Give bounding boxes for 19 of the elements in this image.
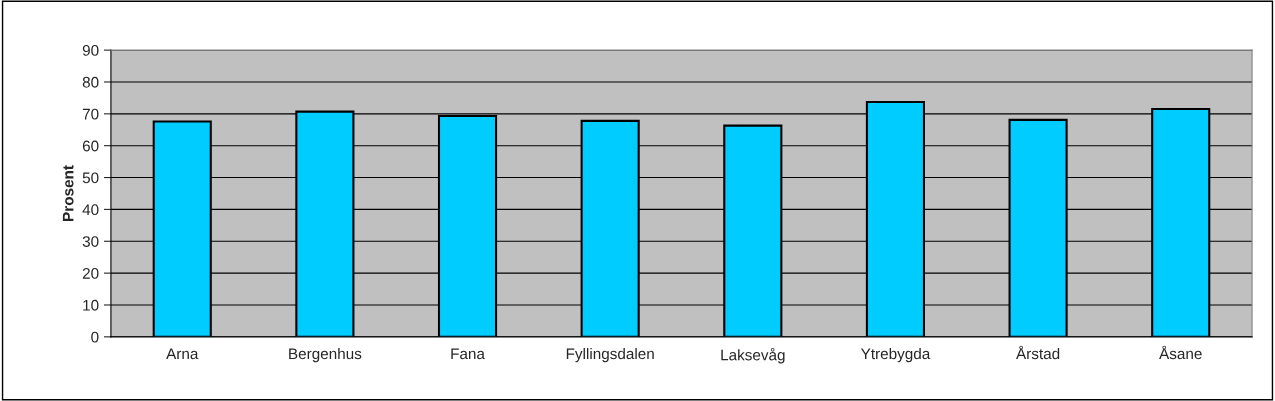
- x-tick-label: Fana: [451, 348, 485, 360]
- x-tick-label: Åsane: [1159, 345, 1202, 360]
- y-tick-label: 10: [83, 299, 99, 311]
- x-tick-label: Årstad: [1016, 345, 1060, 360]
- x-tick-label: Fyllingsdalen: [566, 347, 654, 363]
- y-tick-label: 80: [82, 76, 99, 88]
- x-tick-label: Arna: [166, 348, 199, 360]
- y-tick-label: 90: [82, 44, 99, 56]
- y-tick-label: 30: [82, 236, 99, 247]
- y-tick-label: 70: [82, 108, 99, 120]
- y-axis-title: Prosent: [62, 165, 74, 221]
- y-tick-label: 40: [82, 204, 99, 216]
- y-tick-label: 0: [91, 331, 99, 343]
- x-tick-label: Laksevåg: [721, 347, 785, 364]
- y-tick-label: 20: [82, 267, 99, 279]
- y-tick-label: 50: [82, 172, 99, 184]
- y-tick-label: 60: [82, 140, 99, 152]
- x-tick-label: Bergenhus: [289, 347, 362, 363]
- x-tick-label: Ytrebygda: [860, 347, 931, 363]
